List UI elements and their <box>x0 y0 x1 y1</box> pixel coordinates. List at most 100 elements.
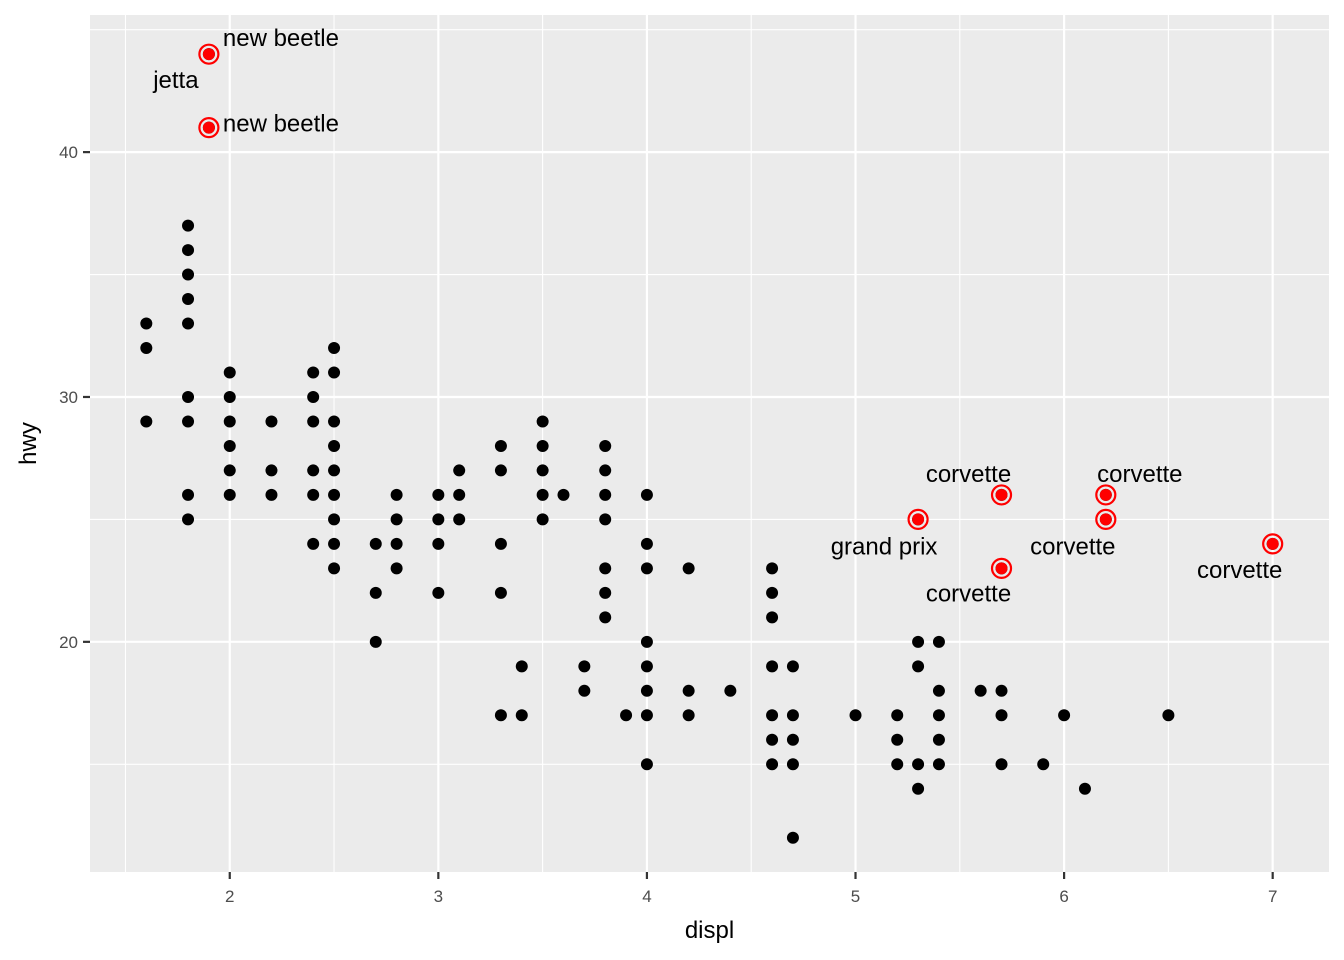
data-point <box>515 709 528 722</box>
data-point <box>599 513 612 526</box>
data-point <box>1058 709 1071 722</box>
highlighted-points <box>198 43 1284 579</box>
data-point <box>328 488 341 501</box>
y-tick-label: 30 <box>59 388 78 407</box>
point-label: new beetle <box>223 111 339 138</box>
data-point <box>640 488 653 501</box>
minor-gridlines <box>90 15 1329 872</box>
data-point <box>786 831 799 844</box>
highlight-point <box>202 121 215 134</box>
point-label: grand prix <box>831 533 938 560</box>
highlight-point <box>995 488 1008 501</box>
data-point <box>974 684 987 697</box>
data-point <box>557 488 570 501</box>
y-axis-title: hwy <box>15 422 42 465</box>
data-point <box>599 488 612 501</box>
data-point <box>182 390 195 403</box>
highlight-point <box>1266 537 1279 550</box>
highlight-ring <box>1095 508 1117 531</box>
data-point <box>515 660 528 673</box>
data-point <box>328 513 341 526</box>
data-point <box>432 513 445 526</box>
data-point <box>369 586 382 599</box>
data-point <box>536 513 549 526</box>
data-point <box>640 562 653 575</box>
data-points <box>140 219 1175 844</box>
data-point <box>140 415 153 428</box>
data-point <box>682 684 695 697</box>
data-point <box>640 660 653 673</box>
data-point <box>328 439 341 452</box>
highlight-point <box>995 562 1008 575</box>
data-point <box>307 537 320 550</box>
point-label: corvette <box>1197 557 1282 584</box>
data-point <box>1037 758 1050 771</box>
data-point <box>599 611 612 624</box>
highlight-ring <box>907 508 929 531</box>
plot-panel <box>90 15 1329 872</box>
data-point <box>599 439 612 452</box>
data-point <box>766 709 779 722</box>
data-point <box>328 537 341 550</box>
data-point <box>932 684 945 697</box>
data-point <box>786 758 799 771</box>
data-point <box>223 439 236 452</box>
data-point <box>432 537 445 550</box>
data-point <box>328 342 341 355</box>
x-tick-label: 5 <box>851 887 860 906</box>
x-axis: 2 3 4 5 6 7 <box>225 872 1277 906</box>
data-point <box>369 537 382 550</box>
data-point <box>140 317 153 330</box>
data-point <box>307 415 320 428</box>
data-point <box>265 488 278 501</box>
data-point <box>891 758 904 771</box>
data-point <box>328 415 341 428</box>
highlight-ring <box>1262 533 1284 555</box>
data-point <box>599 562 612 575</box>
data-point <box>307 390 320 403</box>
data-point <box>766 660 779 673</box>
point-label: jetta <box>152 67 199 94</box>
data-point <box>453 513 466 526</box>
major-gridlines <box>90 15 1329 872</box>
data-point <box>766 611 779 624</box>
data-point <box>265 415 278 428</box>
data-point <box>369 635 382 648</box>
point-label: corvette <box>926 461 1011 488</box>
data-point <box>328 464 341 477</box>
highlight-ring <box>198 117 220 139</box>
y-tick-label: 20 <box>59 633 78 652</box>
data-point <box>494 464 507 477</box>
data-point <box>766 733 779 746</box>
data-point <box>307 464 320 477</box>
data-point <box>223 488 236 501</box>
point-labels: new beetle jetta new beetle grand prix corve… <box>152 25 1282 607</box>
data-point <box>390 537 403 550</box>
data-point <box>494 537 507 550</box>
point-label: corvette <box>1097 461 1182 488</box>
data-point <box>390 513 403 526</box>
data-point <box>494 439 507 452</box>
data-point <box>536 415 549 428</box>
data-point <box>182 293 195 306</box>
data-point <box>932 709 945 722</box>
data-point <box>912 782 925 795</box>
data-point <box>912 758 925 771</box>
highlight-point <box>1099 513 1112 526</box>
data-point <box>182 317 195 330</box>
data-point <box>932 733 945 746</box>
data-point <box>307 488 320 501</box>
x-tick-label: 7 <box>1268 887 1277 906</box>
data-point <box>223 390 236 403</box>
highlight-point <box>202 48 215 61</box>
data-point <box>599 586 612 599</box>
data-point <box>182 513 195 526</box>
data-point <box>640 635 653 648</box>
data-point <box>328 562 341 575</box>
data-point <box>390 562 403 575</box>
data-point <box>932 758 945 771</box>
point-label: new beetle <box>223 25 339 52</box>
x-tick-label: 4 <box>642 887 651 906</box>
data-point <box>640 684 653 697</box>
